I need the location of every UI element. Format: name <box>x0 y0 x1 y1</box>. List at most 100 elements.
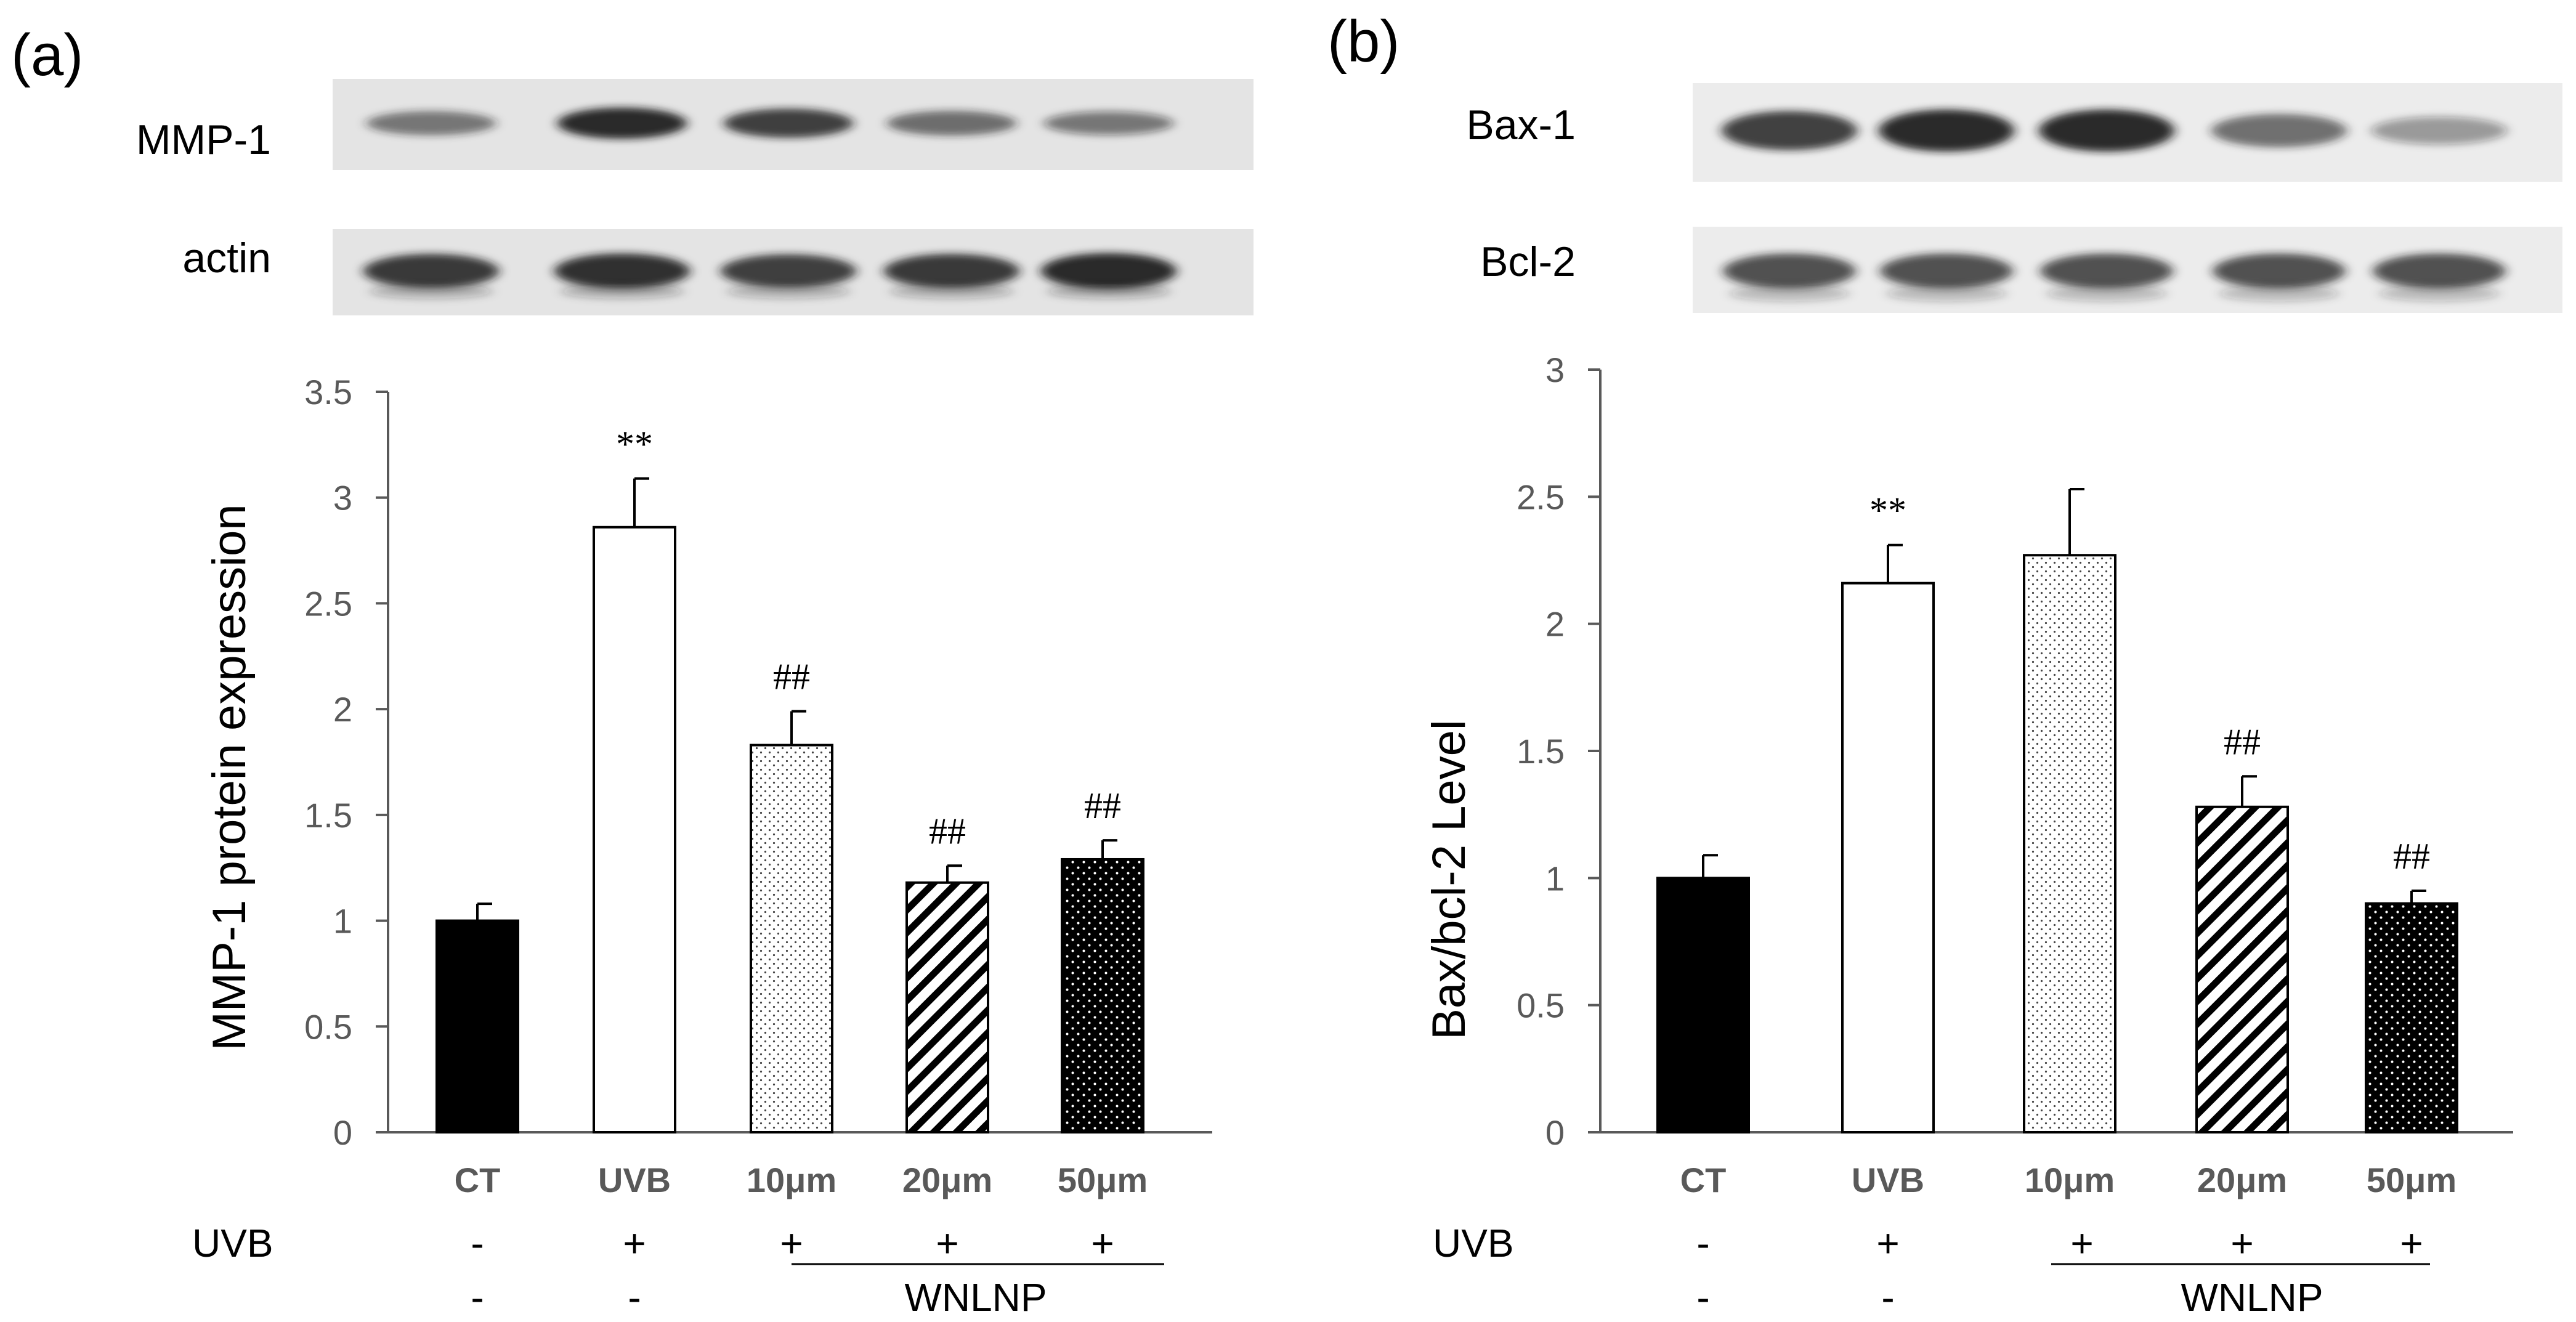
bar-50μm <box>2365 902 2458 1133</box>
y-tick-label: 2.5 <box>304 584 352 623</box>
blot-band <box>2213 253 2346 289</box>
y-axis-title-b: Bax/bcl-2 Level <box>1423 720 1475 1040</box>
blot-band-secondary <box>890 284 1013 299</box>
category-label: 20μm <box>902 1161 992 1199</box>
blot-band <box>363 254 499 288</box>
y-tick-label: 1.5 <box>1517 732 1565 771</box>
blot-bands-bcl2 <box>1723 253 2506 302</box>
bar-UVB <box>593 525 676 1133</box>
category-labels-b: CT UVB 10μm 20μm 50μm <box>1680 1161 2457 1199</box>
category-label: 50μm <box>1058 1161 1148 1199</box>
category-label: 10μm <box>747 1161 836 1199</box>
blot-band <box>721 254 856 288</box>
panel-b-label: (b) <box>1327 9 1399 75</box>
blot-band <box>367 111 496 136</box>
blot-band <box>554 253 690 289</box>
y-tick-label: 3 <box>1545 351 1565 389</box>
category-labels-a: CT UVB 10μm 20μm 50μm <box>455 1161 1148 1199</box>
blot-band-secondary <box>727 284 850 299</box>
blot-band <box>2040 253 2173 289</box>
group-label-b: WNLNP <box>2181 1275 2323 1320</box>
chart-a: MMP-1 protein expression 0 0.5 1 1.5 2 2.5 3 3.… <box>203 373 1212 1199</box>
y-tick-label: 3.5 <box>304 373 352 412</box>
panel-a-label: (a) <box>11 22 83 88</box>
treatment-label-uvb-a: UVB <box>192 1221 273 1265</box>
blot-band <box>1879 109 2014 152</box>
blot-band-secondary <box>2046 285 2167 302</box>
blot-band <box>1044 112 1173 135</box>
bar-CT <box>435 919 519 1133</box>
blot-band-secondary <box>2219 285 2339 302</box>
blot-band <box>2371 116 2507 145</box>
treatment-mark: - <box>1696 1221 1709 1265</box>
blot-band <box>1880 253 2013 289</box>
significance-mark: ## <box>773 657 810 697</box>
y-tick-label: 3 <box>333 479 352 517</box>
category-label: UVB <box>598 1161 671 1199</box>
treatment-label-uvb-b: UVB <box>1433 1221 1514 1265</box>
y-ticks-a: 0 0.5 1 1.5 2 2.5 3 3.5 <box>304 373 388 1152</box>
treatment-mark: - <box>628 1275 641 1320</box>
significance-mark: ## <box>2224 721 2261 762</box>
y-tick-label: 1 <box>1545 859 1565 898</box>
blot-band-secondary <box>370 284 493 299</box>
treatment-mark: + <box>936 1221 958 1265</box>
blot-bands-actin <box>363 253 1177 299</box>
bar-CT <box>1656 877 1750 1134</box>
bars-b: ** ## ## <box>1656 487 2458 1134</box>
y-ticks-b: 0 0.5 1 1.5 2 2.5 3 <box>1517 351 1600 1152</box>
blot-label-actin: actin <box>182 235 271 282</box>
treatment-marks-b: - + + + + - - <box>1696 1221 2423 1320</box>
bars-a: ** ## ## ## <box>435 424 1144 1134</box>
treatment-mark: + <box>1876 1221 1899 1265</box>
category-label: CT <box>1680 1161 1727 1199</box>
blot-band-secondary <box>1047 284 1170 299</box>
y-tick-label: 0 <box>1545 1113 1565 1152</box>
treatment-mark: + <box>2070 1221 2093 1265</box>
y-tick-label: 2.5 <box>1517 477 1565 516</box>
blot-band <box>2373 253 2506 289</box>
blot-band <box>1723 253 1856 289</box>
blot-label-mmp1: MMP-1 <box>136 116 271 163</box>
group-label-a: WNLNP <box>904 1275 1047 1320</box>
blot-band-secondary <box>1886 285 2007 302</box>
treatment-mark: + <box>2400 1221 2423 1265</box>
panel-a: (a) MMP-1 actin MMP-1 protein expression… <box>11 22 1254 1320</box>
blot-bands-bax1 <box>1722 109 2507 152</box>
blot-bands-mmp1 <box>367 107 1173 139</box>
treatment-mark: - <box>1881 1275 1894 1320</box>
significance-mark: ## <box>1084 785 1121 826</box>
y-axis-title-a: MMP-1 protein expression <box>203 504 256 1050</box>
blot-band <box>2039 109 2174 152</box>
bar-UVB <box>1841 582 1935 1133</box>
bar-50μm <box>1061 858 1144 1134</box>
chart-b: Bax/bcl-2 Level 0 0.5 1 1.5 2 2.5 3 ** ## ## CT U… <box>1423 351 2513 1199</box>
y-tick-label: 1.5 <box>304 796 352 835</box>
blot-label-bax1: Bax-1 <box>1466 102 1576 148</box>
treatment-marks-a: - + + + + - - <box>471 1221 1114 1320</box>
blot-band <box>884 254 1019 288</box>
y-tick-label: 2 <box>333 690 352 729</box>
significance-mark: ## <box>929 811 966 851</box>
bar-20μm <box>905 881 989 1133</box>
treatment-mark: - <box>471 1221 484 1265</box>
blot-band <box>887 110 1016 136</box>
significance-mark: ## <box>2393 836 2430 877</box>
bar-20μm <box>2195 805 2289 1133</box>
treatment-mark: + <box>623 1221 646 1265</box>
treatment-mark: + <box>1091 1221 1114 1265</box>
significance-mark: ** <box>1869 490 1906 531</box>
blot-band-secondary <box>1729 285 1850 302</box>
panel-b: (b) Bax-1 Bcl-2 Bax/bcl-2 Level 0 0.5 1 1.5… <box>1327 9 2562 1320</box>
blot-band <box>1041 253 1177 290</box>
treatment-mark: + <box>2230 1221 2253 1265</box>
category-label: UVB <box>1852 1161 1924 1199</box>
y-tick-label: 0.5 <box>304 1007 352 1046</box>
category-label: 50μm <box>2367 1161 2457 1199</box>
treatment-mark: - <box>1696 1275 1709 1320</box>
y-tick-label: 1 <box>333 902 352 941</box>
blot-band-secondary <box>561 284 684 299</box>
bar-10μm <box>2023 554 2116 1133</box>
treatment-mark: + <box>780 1221 803 1265</box>
